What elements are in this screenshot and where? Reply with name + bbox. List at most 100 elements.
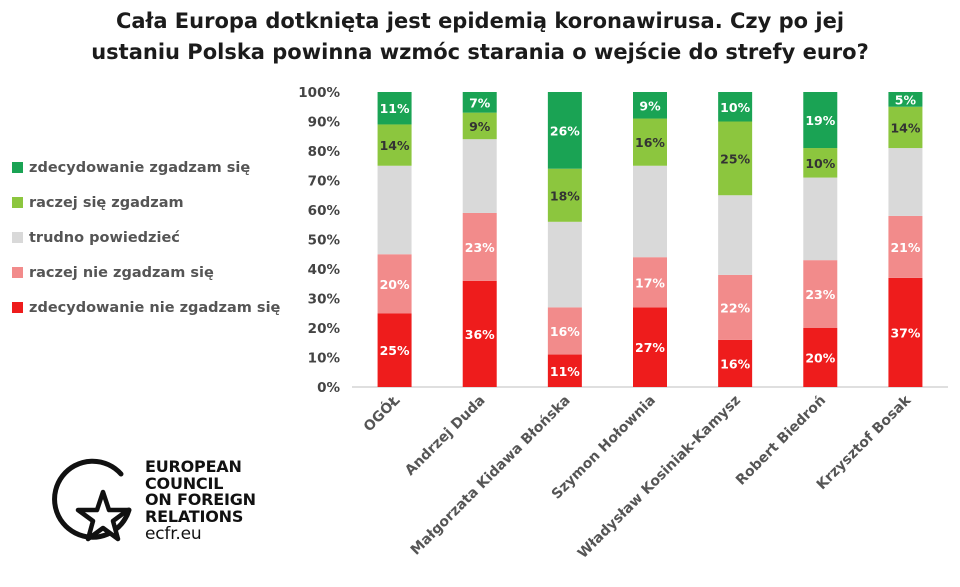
logo-url: ecfr.eu [145, 524, 202, 544]
data-label: 26% [550, 123, 580, 138]
bar-segment [888, 148, 923, 216]
bar-segment [803, 260, 838, 328]
ecfr-logo: EUROPEAN COUNCIL ON FOREIGN RELATIONS ec… [45, 452, 305, 562]
legend-item-strongly-agree: zdecydowanie zgadzam się [12, 150, 280, 185]
chart-title-line-1: Cała Europa dotknięta jest epidemią koro… [115, 9, 845, 33]
legend-swatch [12, 267, 23, 278]
legend-item-rather-agree: raczej się zgadzam [12, 185, 280, 220]
bar-segment [547, 354, 582, 387]
logo-line-3: ON FOREIGN [145, 490, 256, 509]
y-tick-label: 20% [308, 321, 341, 337]
bar-segment [547, 307, 582, 355]
data-label: 22% [720, 300, 750, 315]
x-category-label: Krzysztof Bosak [814, 392, 915, 493]
legend-label: zdecydowanie zgadzam się [29, 159, 251, 176]
bar-segment [547, 168, 582, 222]
data-label: 25% [380, 343, 410, 358]
bar-segment [462, 212, 497, 281]
bar-segment [633, 307, 667, 387]
legend-swatch [12, 302, 23, 313]
bar-segment [547, 221, 582, 308]
data-label: 14% [890, 120, 920, 135]
bar-segment [888, 92, 923, 107]
legend-swatch [12, 197, 23, 208]
legend-swatch [12, 162, 23, 173]
y-tick-label: 80% [308, 144, 341, 160]
data-label: 19% [805, 113, 835, 128]
data-label: 7% [469, 95, 491, 110]
logo-line-4: RELATIONS [145, 506, 244, 526]
y-tick-label: 40% [308, 262, 341, 278]
bar-segment [377, 254, 412, 314]
ecfr-star-logo-icon [52, 458, 132, 542]
y-tick-label: 90% [308, 115, 341, 131]
y-tick-label: 70% [308, 174, 341, 190]
y-tick-label: 100% [298, 85, 340, 101]
data-label: 27% [635, 340, 665, 355]
data-label: 18% [550, 188, 580, 203]
legend-swatch [12, 232, 23, 243]
bar-segment [377, 313, 412, 387]
bar-segment [718, 339, 753, 387]
bar-segment [462, 280, 497, 387]
bar-segment [377, 124, 412, 166]
y-tick-label: 10% [308, 351, 341, 367]
bar-segment [803, 177, 838, 261]
y-tick-label: 0% [317, 380, 340, 396]
bar-segment [462, 112, 497, 140]
bar-segment [718, 274, 753, 340]
legend-label: zdecydowanie nie zgadzam się [29, 299, 281, 316]
bar-segment [718, 92, 753, 122]
ecfr-logo-text: EUROPEAN COUNCIL ON FOREIGN RELATIONS ec… [145, 457, 256, 544]
data-label: 17% [635, 275, 665, 290]
chart-title: Cała Europa dotknięta jest epidemią koro… [0, 6, 960, 68]
data-label: 20% [380, 277, 410, 292]
data-label: 16% [550, 324, 580, 339]
data-label: 9% [469, 119, 491, 134]
legend-item-hard-to-say: trudno powiedzieć [12, 220, 280, 255]
bar-segment [377, 92, 412, 125]
data-label: 11% [380, 101, 410, 116]
data-label: 14% [380, 138, 410, 153]
bar-segment [803, 148, 838, 178]
bar-segment [462, 139, 497, 213]
chart-title-line-2: ustaniu Polska powinna wzmóc starania o … [91, 40, 869, 64]
bar-segment [803, 328, 838, 387]
bar-segment [888, 215, 923, 278]
bar-segment [718, 195, 753, 275]
legend-label: raczej się zgadzam [29, 194, 184, 211]
logo-line-1: EUROPEAN [145, 457, 242, 476]
legend-item-strongly-disagree: zdecydowanie nie zgadzam się [12, 290, 280, 325]
data-label: 16% [635, 135, 665, 150]
x-category-label: Robert Biedroń [733, 393, 829, 489]
y-tick-label: 60% [308, 203, 341, 219]
bar-segment [633, 92, 667, 119]
data-label: 23% [465, 240, 495, 255]
x-category-label: Władysław Kosiniak-Kamysz [575, 393, 744, 562]
data-label: 9% [639, 98, 661, 113]
bar-segment [803, 92, 838, 149]
bar-segment [633, 257, 667, 308]
bar-segment [633, 118, 667, 166]
bar-segment [462, 92, 497, 113]
bar-segment [718, 121, 753, 196]
data-label: 36% [465, 327, 495, 342]
y-tick-label: 30% [308, 292, 341, 308]
bar-segment [547, 92, 582, 169]
legend-item-rather-disagree: raczej nie zgadzam się [12, 255, 280, 290]
data-label: 37% [890, 325, 920, 340]
data-label: 25% [720, 151, 750, 166]
legend-label: raczej nie zgadzam się [29, 264, 214, 281]
legend: zdecydowanie zgadzam się raczej się zgad… [12, 150, 280, 325]
data-label: 10% [805, 156, 835, 171]
data-label: 11% [550, 364, 580, 379]
data-label: 10% [720, 100, 750, 115]
bar-segment [377, 165, 412, 255]
logo-line-2: COUNCIL [145, 473, 224, 493]
data-label: 16% [720, 356, 750, 371]
legend-label: trudno powiedzieć [29, 229, 180, 246]
bar-segment [633, 165, 667, 258]
data-label: 20% [805, 351, 835, 366]
bar-segment [888, 277, 923, 387]
